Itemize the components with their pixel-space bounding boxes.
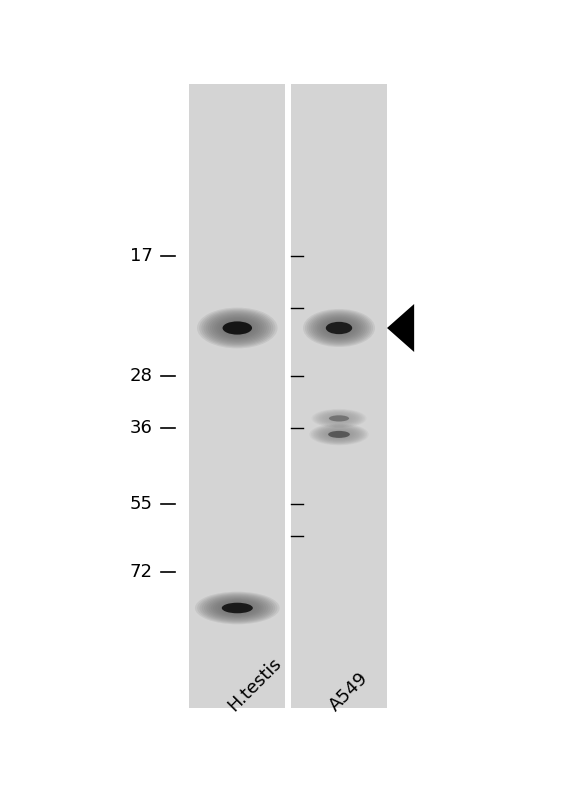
Ellipse shape — [203, 311, 271, 345]
Ellipse shape — [305, 310, 373, 346]
Text: 17: 17 — [130, 247, 153, 265]
Bar — [291, 84, 387, 708]
Ellipse shape — [199, 594, 275, 622]
Ellipse shape — [195, 592, 280, 624]
Ellipse shape — [223, 322, 252, 334]
Ellipse shape — [329, 415, 349, 422]
Text: H.testis: H.testis — [224, 654, 285, 714]
Ellipse shape — [328, 431, 350, 438]
Text: 36: 36 — [130, 419, 153, 437]
Ellipse shape — [307, 311, 371, 345]
Bar — [189, 84, 285, 708]
Ellipse shape — [202, 594, 273, 622]
Ellipse shape — [201, 310, 273, 346]
Ellipse shape — [303, 309, 375, 347]
Ellipse shape — [308, 312, 370, 344]
Ellipse shape — [326, 322, 352, 334]
Polygon shape — [387, 304, 414, 352]
Ellipse shape — [197, 307, 277, 349]
Text: 28: 28 — [130, 367, 153, 385]
Text: 55: 55 — [129, 495, 153, 513]
Ellipse shape — [197, 593, 277, 623]
Ellipse shape — [199, 309, 275, 347]
Ellipse shape — [221, 602, 253, 614]
Text: 72: 72 — [129, 563, 153, 581]
Text: A549: A549 — [326, 669, 372, 714]
